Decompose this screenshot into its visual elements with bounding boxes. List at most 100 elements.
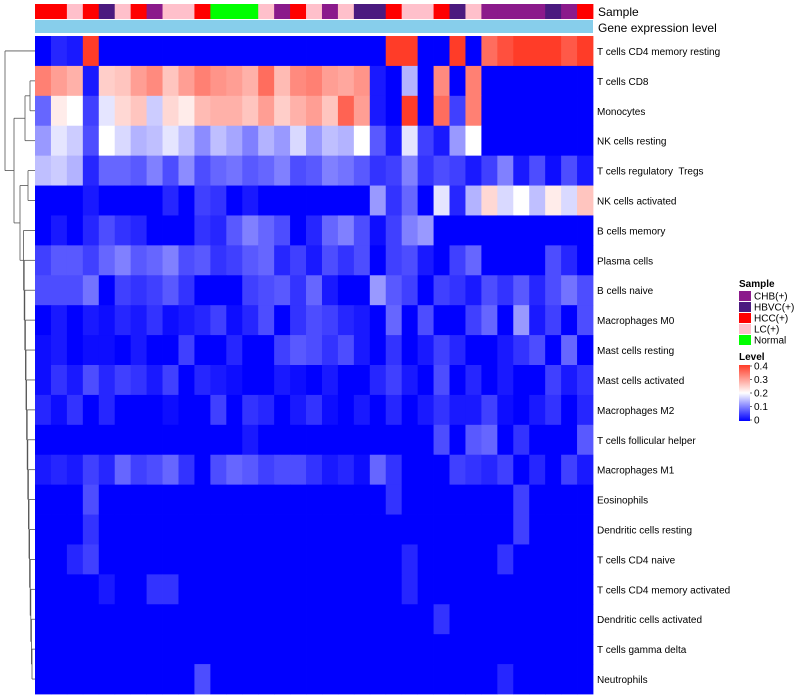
heatmap-cell <box>337 155 355 186</box>
heatmap-cell <box>481 394 498 426</box>
heatmap-cell <box>353 245 371 276</box>
heatmap-cell <box>449 514 466 545</box>
heatmap-cell <box>321 65 339 97</box>
heatmap-cell <box>82 394 100 426</box>
heatmap-cell <box>274 634 291 665</box>
heatmap-cell <box>50 634 68 665</box>
heatmap-cell <box>114 454 132 486</box>
heatmap-cell <box>513 245 530 276</box>
heatmap-cell <box>290 215 307 246</box>
sample-annotation-cell <box>353 4 371 19</box>
heatmap-cell <box>274 65 291 97</box>
heatmap-cell <box>50 185 68 216</box>
heatmap-cell <box>481 305 498 336</box>
heatmap-cell <box>210 514 227 545</box>
heatmap-cell <box>369 365 387 396</box>
heatmap-cell <box>226 36 243 67</box>
heatmap-cell <box>481 454 498 486</box>
heatmap-cell <box>497 664 514 695</box>
sample-legend-swatch <box>739 335 751 345</box>
heatmap-cell <box>210 335 227 366</box>
heatmap-cell <box>465 484 482 515</box>
heatmap-cell <box>337 125 355 157</box>
heatmap-cell <box>497 305 514 336</box>
heatmap-cell <box>577 335 594 366</box>
heatmap-cell <box>210 544 227 575</box>
heatmap-cell <box>513 544 530 575</box>
heatmap-cell <box>561 394 578 426</box>
row-label: T cells CD4 naive <box>597 555 676 566</box>
sample-legend: Sample CHB(+)HBVC(+)HCC(+)LC(+)Normal <box>739 279 794 347</box>
heatmap-cell <box>66 454 84 486</box>
heatmap-cell <box>321 275 339 306</box>
heatmap-cell <box>545 305 562 336</box>
heatmap-cell <box>449 275 466 306</box>
heatmap-cell <box>226 365 243 396</box>
heatmap-cell <box>465 544 482 575</box>
heatmap-cell <box>210 394 227 426</box>
heatmap-cell <box>35 365 52 396</box>
heatmap-cell <box>513 95 530 127</box>
heatmap-cell <box>353 394 371 426</box>
heatmap-cell <box>146 394 163 426</box>
heatmap-cell <box>545 604 562 635</box>
heatmap-cell <box>401 634 419 665</box>
heatmap-cell <box>50 65 68 97</box>
row-label: Macrophages M1 <box>597 466 675 477</box>
heatmap-cell <box>401 544 419 575</box>
heatmap-cell <box>226 394 243 426</box>
heatmap-cell <box>210 664 227 695</box>
heatmap-cell <box>529 125 546 157</box>
level-legend-title: Level <box>739 352 765 363</box>
heatmap-cell <box>130 604 147 635</box>
sample-annotation-cell <box>449 4 466 19</box>
heatmap-cell <box>306 275 323 306</box>
sample-annotation-cell <box>290 4 307 19</box>
heatmap-cell <box>529 36 546 67</box>
heatmap-cell <box>417 335 434 366</box>
heatmap-cell <box>545 664 562 695</box>
heatmap-cell <box>290 574 307 605</box>
heatmap-cell <box>545 36 562 67</box>
heatmap-cell <box>497 365 514 396</box>
heatmap-cell <box>66 514 84 545</box>
heatmap-cell <box>321 424 339 456</box>
heatmap-cell <box>178 125 195 157</box>
heatmap-cell <box>194 454 211 486</box>
heatmap-cell <box>529 65 546 97</box>
heatmap-cell <box>35 275 52 306</box>
heatmap-cell <box>433 335 450 366</box>
heatmap-cell <box>50 155 68 186</box>
heatmap-cell <box>242 514 259 545</box>
heatmap-cell <box>66 125 84 157</box>
heatmap-cell <box>35 574 52 605</box>
heatmap-cell <box>210 275 227 306</box>
heatmap-cell <box>529 544 546 575</box>
heatmap-cell <box>545 454 562 486</box>
heatmap-cell <box>577 424 594 456</box>
heatmap-cell <box>50 365 68 396</box>
heatmap-cell <box>98 544 116 575</box>
heatmap-cell <box>146 544 163 575</box>
heatmap-cell <box>130 155 147 186</box>
heatmap-cell <box>98 275 116 306</box>
heatmap-cell <box>577 454 594 486</box>
heatmap-cell <box>258 95 275 127</box>
heatmap-cell <box>433 185 450 216</box>
heatmap-cell <box>337 215 355 246</box>
heatmap-cell <box>465 185 482 216</box>
heatmap-cell <box>449 155 466 186</box>
heatmap-cell <box>114 664 132 695</box>
heatmap-cell <box>417 664 434 695</box>
heatmap-cell <box>417 275 434 306</box>
heatmap-cell <box>226 604 243 635</box>
heatmap-cell <box>513 454 530 486</box>
heatmap-cell <box>290 664 307 695</box>
heatmap-cell <box>242 65 259 97</box>
heatmap-cell <box>258 424 275 456</box>
heatmap-cell <box>114 125 132 157</box>
heatmap-cell <box>401 574 419 605</box>
sample-annotation-cell <box>66 4 84 19</box>
heatmap-cell <box>577 544 594 575</box>
heatmap-cell <box>242 185 259 216</box>
